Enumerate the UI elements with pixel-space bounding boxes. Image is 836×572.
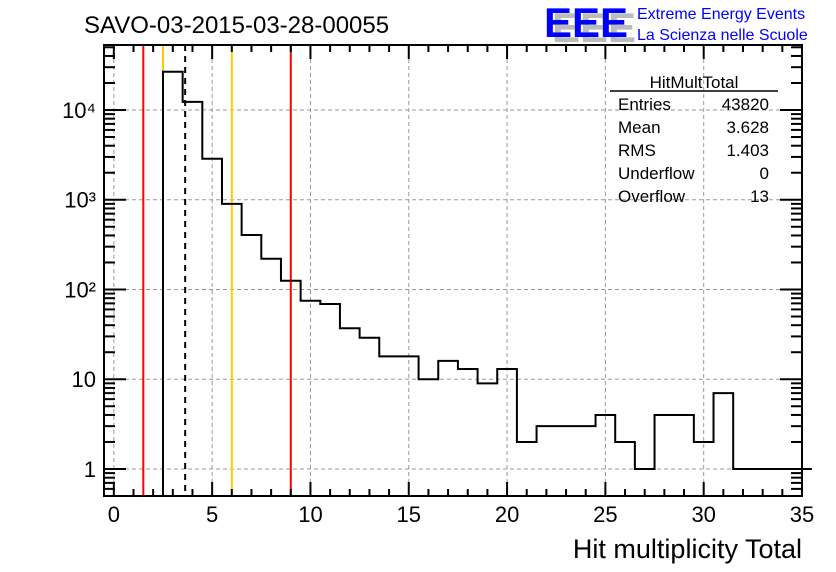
chart-title: SAVO-03-2015-03-28-00055 (84, 12, 389, 39)
marker-lines (142, 45, 292, 496)
stats-value: 13 (750, 187, 769, 206)
stats-label: Underflow (618, 164, 695, 183)
eee-logo: EEE Extreme Energy Events La Scienza nel… (544, 0, 808, 46)
stats-label: Mean (618, 118, 661, 137)
y-tick-label: 10³ (64, 188, 96, 213)
x-tick-label: 35 (790, 502, 814, 527)
x-axis-label: Hit multiplicity Total (573, 534, 802, 564)
stats-box: HitMultTotal Entries 43820 Mean 3.628 RMS 1.4… (610, 73, 778, 206)
grid (104, 45, 803, 496)
logo-line2: La Scienza nelle Scuole (637, 27, 808, 44)
x-tick-label: 25 (593, 502, 617, 527)
stats-value: 43820 (722, 95, 769, 114)
x-tick-label: 0 (108, 502, 120, 527)
stats-label: Overflow (618, 187, 686, 206)
axis-ticks: 0 5 10 15 20 25 30 35 1 10 10² 10³ 10⁴ (62, 45, 814, 527)
x-tick-label: 5 (206, 502, 218, 527)
plot-frame (103, 44, 803, 497)
y-tick-label: 10² (64, 277, 96, 302)
x-tick-label: 10 (298, 502, 322, 527)
stats-title: HitMultTotal (650, 73, 739, 92)
logo-letters: EEE (544, 0, 628, 46)
stats-value: 0 (760, 164, 769, 183)
stats-label: RMS (618, 141, 656, 160)
y-tick-label: 10⁴ (62, 98, 96, 123)
stats-label: Entries (618, 95, 671, 114)
stats-value: 3.628 (726, 118, 769, 137)
x-tick-label: 20 (495, 502, 519, 527)
x-tick-label: 15 (397, 502, 421, 527)
stats-value: 1.403 (726, 141, 769, 160)
y-tick-label: 10 (72, 367, 96, 392)
y-tick-label: 1 (84, 457, 96, 482)
histogram-line (161, 70, 812, 496)
logo-line1: Extreme Energy Events (637, 6, 805, 23)
x-tick-label: 30 (691, 502, 715, 527)
